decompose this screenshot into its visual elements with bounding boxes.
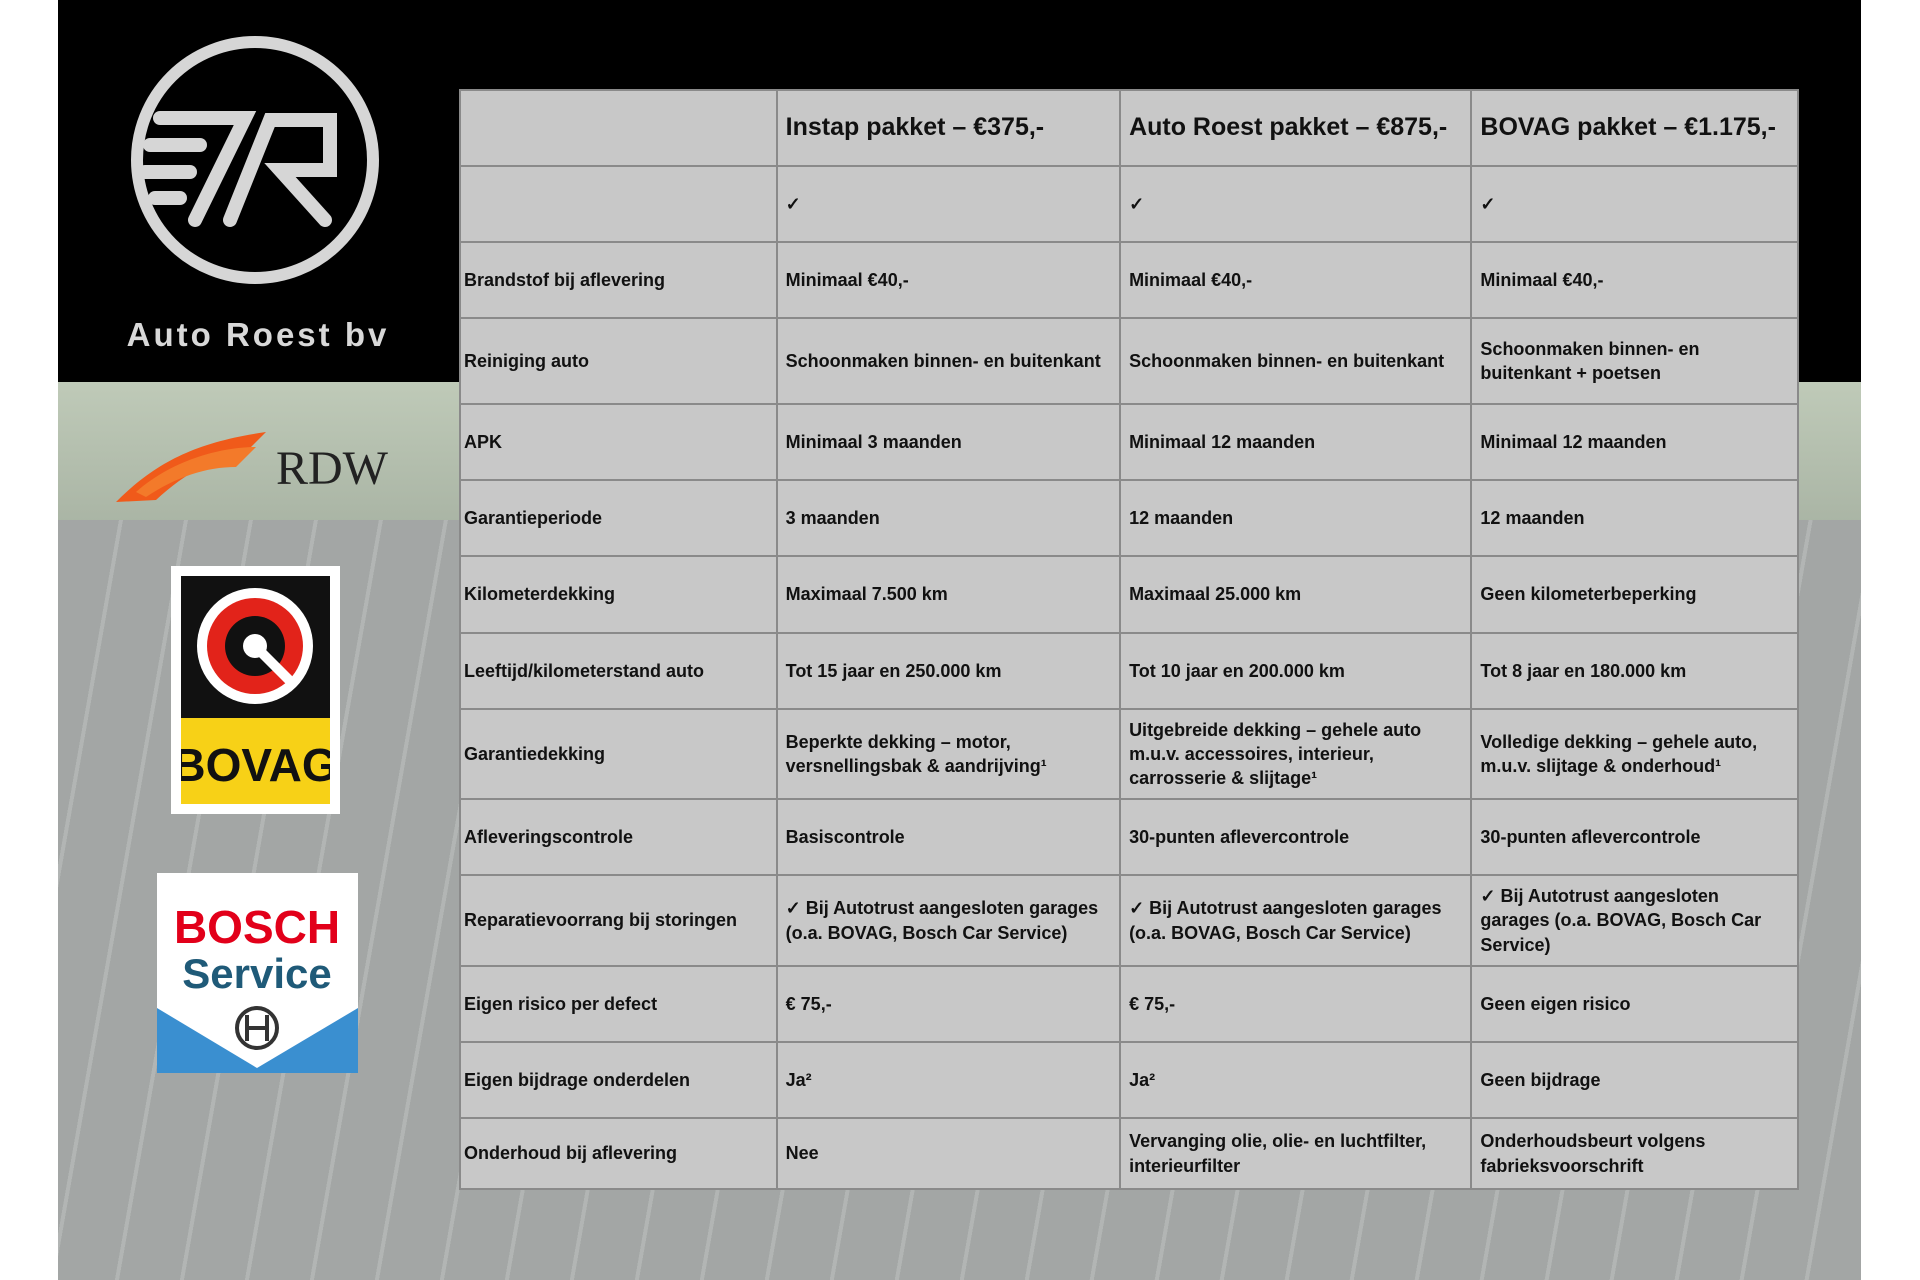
table-cell: Geen eigen risico [1470, 965, 1799, 1043]
table-row: Brandstof bij aflevering Minimaal €40,- Mi… [459, 241, 1799, 319]
row-label: APK [459, 403, 778, 481]
header-row: Instap pakket – €375,- Auto Roest pakket … [459, 89, 1799, 167]
table-cell: Nee [775, 1117, 1122, 1190]
row-label: Garantiedekking [459, 708, 778, 800]
table-cell: Ja² [775, 1041, 1122, 1119]
table-cell: Basiscontrole [775, 798, 1122, 876]
table-cell: Tot 10 jaar en 200.000 km [1119, 632, 1473, 710]
table-cell: Uitgebreide dekking – gehele auto m.u.v.… [1119, 708, 1473, 800]
table-cell: Schoonmaken binnen- en buitenkant [775, 317, 1122, 405]
table-row: Onderhoud bij aflevering Nee Vervanging ol… [459, 1117, 1799, 1190]
table-cell: Minimaal €40,- [775, 241, 1122, 319]
table-cell: € 75,- [1119, 965, 1473, 1043]
table-row: Reiniging auto Schoonmaken binnen- en bui… [459, 317, 1799, 405]
row-label: Garantieperiode [459, 479, 778, 557]
table-cell: Tot 15 jaar en 250.000 km [775, 632, 1122, 710]
table-row: ✓ ✓ ✓ [459, 165, 1799, 243]
table-cell: Beperkte dekking – motor, versnellingsba… [775, 708, 1122, 800]
row-label: Onderhoud bij aflevering [459, 1117, 778, 1190]
table-cell: Ja² [1119, 1041, 1473, 1119]
svg-text:BOSCH: BOSCH [174, 901, 340, 953]
brand-name: Auto Roest bv [126, 316, 390, 353]
table-cell: Minimaal €40,- [1470, 241, 1799, 319]
row-label: Eigen risico per defect [459, 965, 778, 1043]
table-row: Afleveringscontrole Basiscontrole 30-punte… [459, 798, 1799, 876]
bosch-service-logo-icon: BOSCH Service [157, 873, 358, 1073]
table-cell: Tot 8 jaar en 180.000 km [1470, 632, 1799, 710]
table-cell: ✓ [1119, 165, 1473, 243]
table-row: Garantieperiode 3 maanden 12 maanden 12 maa… [459, 479, 1799, 557]
row-label: Brandstof bij aflevering [459, 241, 778, 319]
table-cell: Geen kilometerbeperking [1470, 555, 1799, 634]
table-cell: Maximaal 7.500 km [775, 555, 1122, 634]
table-cell: Minimaal €40,- [1119, 241, 1473, 319]
auto-roest-logo-icon [131, 36, 379, 284]
table-cell: Schoonmaken binnen- en buitenkant + poet… [1470, 317, 1799, 405]
svg-text:Service: Service [182, 950, 331, 997]
table-cell: Minimaal 12 maanden [1119, 403, 1473, 481]
row-label [459, 165, 778, 243]
column-header: Auto Roest pakket – €875,- [1119, 89, 1473, 167]
table-cell: Schoonmaken binnen- en buitenkant [1119, 317, 1473, 405]
svg-text:RDW: RDW [276, 442, 389, 495]
bovag-logo: BOVAG [171, 566, 340, 814]
column-header: BOVAG pakket – €1.175,- [1470, 89, 1799, 167]
svg-text:BOVAG: BOVAG [181, 739, 330, 791]
table-cell: 12 maanden [1470, 479, 1799, 557]
table-cell: 3 maanden [775, 479, 1122, 557]
table-cell: ✓ Bij Autotrust aangesloten garages (o.a… [1470, 874, 1799, 967]
package-comparison-table: Instap pakket – €375,- Auto Roest pakket … [459, 89, 1799, 1190]
rdw-logo-icon: RDW [116, 432, 389, 502]
table-row: Leeftijd/kilometerstand auto Tot 15 jaar … [459, 632, 1799, 710]
row-label: Afleveringscontrole [459, 798, 778, 876]
table-cell: Volledige dekking – gehele auto, m.u.v. … [1470, 708, 1799, 800]
table-cell: Minimaal 3 maanden [775, 403, 1122, 481]
row-label: Leeftijd/kilometerstand auto [459, 632, 778, 710]
table-cell: ✓ Bij Autotrust aangesloten garages (o.a… [1119, 874, 1473, 967]
row-label: Reiniging auto [459, 317, 778, 405]
row-label: Reparatievoorrang bij storingen [459, 874, 778, 967]
table-cell: Minimaal 12 maanden [1470, 403, 1799, 481]
table-row: Reparatievoorrang bij storingen ✓ Bij Aut… [459, 874, 1799, 967]
table-cell: Onderhoudsbeurt volgens fabrieksvoorschr… [1470, 1117, 1799, 1190]
table-cell: 30-punten aflevercontrole [1119, 798, 1473, 876]
table-cell: € 75,- [775, 965, 1122, 1043]
table-row: Garantiedekking Beperkte dekking – motor,… [459, 708, 1799, 800]
table-cell: 30-punten aflevercontrole [1470, 798, 1799, 876]
column-header [459, 89, 778, 167]
table-row: Eigen bijdrage onderdelen Ja² Ja² Geen bijd… [459, 1041, 1799, 1119]
row-label: Kilometerdekking [459, 555, 778, 634]
row-label: Eigen bijdrage onderdelen [459, 1041, 778, 1119]
table-cell: Geen bijdrage [1470, 1041, 1799, 1119]
table-cell: ✓ [775, 165, 1122, 243]
table-cell: Maximaal 25.000 km [1119, 555, 1473, 634]
table-row: APK Minimaal 3 maanden Minimaal 12 maanden… [459, 403, 1799, 481]
table-cell: Vervanging olie, olie- en luchtfilter, i… [1119, 1117, 1473, 1190]
table-cell: ✓ [1470, 165, 1799, 243]
table-row: Eigen risico per defect € 75,- € 75,- Geen … [459, 965, 1799, 1043]
table-cell: 12 maanden [1119, 479, 1473, 557]
table-cell: ✓ Bij Autotrust aangesloten garages (o.a… [775, 874, 1122, 967]
table-row: Kilometerdekking Maximaal 7.500 km Maximaa… [459, 555, 1799, 634]
column-header: Instap pakket – €375,- [775, 89, 1122, 167]
